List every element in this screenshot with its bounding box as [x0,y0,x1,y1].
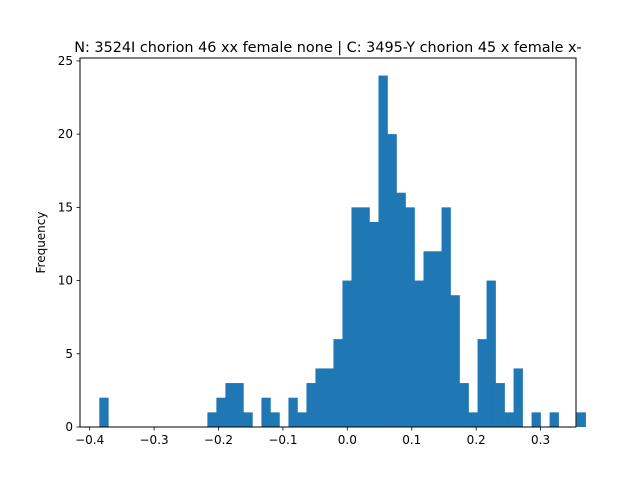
chart-title: N: 3524I chorion 46 xx female none | C: … [74,40,582,56]
y-tick-label: 25 [58,54,73,68]
x-tick-label: 0.1 [402,433,421,447]
y-tick-label: 10 [58,274,73,288]
y-tick-label: 20 [58,127,73,141]
plot-frame [79,57,577,428]
x-axis-ticks: −0.4 −0.3 −0.2 −0.1 0.0 0.1 0.2 0.3 [75,427,550,447]
histogram-bar [369,222,379,427]
histogram-bar [306,383,316,427]
histogram-bar [216,397,226,427]
histogram-bar [423,251,433,427]
histogram-bar [315,368,325,427]
y-tick-label: 15 [58,200,73,214]
histogram-bar [297,412,307,427]
y-tick-label: 0 [65,420,73,434]
histogram-bar [513,368,523,427]
histogram-bar [531,412,541,427]
x-tick-label: 0.2 [467,433,486,447]
histogram-bar [495,383,505,427]
histogram-bar [342,280,352,427]
histogram-bar [324,368,334,427]
histogram-bar [486,280,496,427]
x-tick-label: −0.2 [204,433,233,447]
histogram-bar [504,412,514,427]
histogram-bar [99,397,109,427]
x-tick-label: 0.0 [338,433,357,447]
histogram-bar [225,383,235,427]
x-tick-label: −0.1 [268,433,297,447]
histogram-bar [414,280,424,427]
histogram-bar [549,412,559,427]
histogram-bar [405,207,415,427]
histogram-bar [459,383,469,427]
x-tick-label: −0.4 [75,433,104,447]
histogram-bar [270,412,280,427]
bars-group [99,75,586,427]
histogram-bar [351,207,361,427]
x-tick-label: −0.3 [140,433,169,447]
histogram-bar [468,412,478,427]
y-axis-ticks: 0 5 10 15 20 25 [58,54,80,434]
histogram-bar [441,207,451,427]
histogram-bar [261,397,271,427]
histogram-bar [234,383,244,427]
histogram-bar [450,295,460,427]
histogram-bar [333,339,343,427]
histogram-bar [432,251,442,427]
histogram-bar [477,339,487,427]
histogram-bar [360,207,370,427]
histogram-bar [387,134,397,427]
histogram-bar [576,412,586,427]
y-tick-label: 5 [65,347,73,361]
y-axis-label: Frequency [34,212,48,274]
histogram-bar [396,192,406,427]
x-tick-label: 0.3 [531,433,550,447]
histogram-bar [378,75,388,427]
histogram-bar [207,412,217,427]
histogram-bar [243,412,253,427]
histogram-bar [288,397,298,427]
